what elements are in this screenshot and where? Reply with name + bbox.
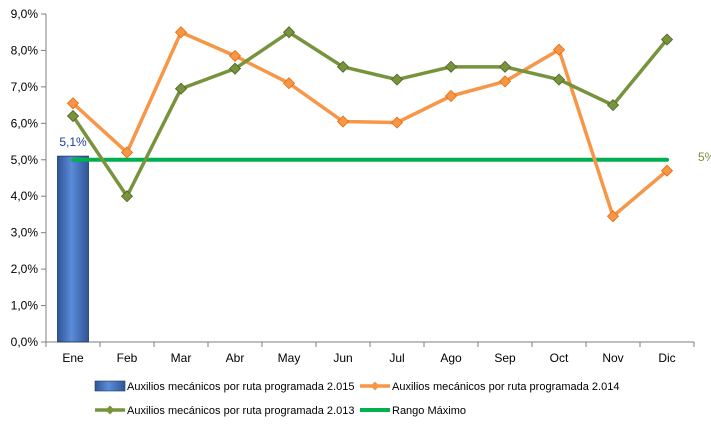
series-marker [552, 73, 566, 86]
reference-line-label: 5% [698, 150, 711, 164]
x-tick-label: Nov [602, 351, 623, 365]
y-tick-label: 7,0% [11, 80, 39, 94]
series-marker [390, 116, 404, 129]
series-marker [66, 97, 80, 110]
x-tick-label: Oct [550, 351, 569, 365]
series-marker [444, 89, 458, 103]
bar-data-label: 5,1% [59, 135, 87, 149]
series-marker [660, 33, 674, 46]
y-tick-label: 0,0% [11, 335, 39, 349]
x-tick-label: Abr [226, 351, 245, 365]
line-series-group [66, 26, 674, 223]
series-marker [444, 60, 458, 73]
series-marker [606, 210, 620, 223]
bar [57, 155, 89, 343]
y-tick-label: 5,0% [11, 153, 39, 167]
y-tick-label: 8,0% [11, 43, 39, 57]
axes-group: 0,0% 1,0% 2,0% 3,0% 4,0% 5,0% 6,0% 7,0% 8,0% 9,0%… [11, 7, 695, 365]
data-labels-group: 5,1% 5% [59, 135, 711, 164]
legend-label: Auxilios mecánicos por ruta programada 2… [392, 381, 619, 393]
y-tick-label: 6,0% [11, 116, 39, 130]
series-marker [336, 60, 350, 73]
bar-series-group [57, 155, 89, 343]
x-tick-label: Jun [333, 351, 352, 365]
x-tick-label: Jul [389, 351, 404, 365]
series-marker [120, 190, 134, 203]
series-marker [606, 99, 620, 112]
series-marker [228, 62, 242, 75]
x-tick-label: Dic [658, 351, 675, 365]
series-line [71, 30, 669, 198]
legend-label: Auxilios mecánicos por ruta programada 2… [127, 405, 354, 417]
series-marker [282, 77, 296, 90]
series-marker [336, 115, 350, 128]
legend: Auxilios mecánicos por ruta programada 2… [94, 380, 619, 417]
series-marker [390, 73, 404, 86]
x-tick-label: Feb [117, 351, 138, 365]
series-marker [174, 82, 188, 95]
y-tick-label: 2,0% [11, 262, 39, 276]
series-marker [120, 146, 134, 159]
y-tick-label: 3,0% [11, 226, 39, 240]
series-line [71, 30, 669, 219]
x-tick-label: Ago [440, 351, 462, 365]
legend-swatch [94, 380, 126, 392]
x-tick-label: Mar [171, 351, 192, 365]
y-tick-label: 9,0% [11, 7, 39, 21]
legend-label: Auxilios mecánicos por ruta programada 2… [127, 381, 354, 393]
x-tick-label: Sep [494, 351, 516, 365]
series-marker [66, 109, 80, 123]
x-tick-label: Ene [62, 351, 84, 365]
series-marker [552, 43, 566, 56]
legend-label: Rango Máximo [392, 405, 466, 417]
series-marker [282, 26, 296, 39]
series-marker [660, 164, 674, 177]
legend-marker [370, 381, 380, 391]
series-marker [228, 49, 242, 62]
series-marker [498, 75, 512, 88]
series-marker [174, 26, 188, 39]
series-marker [498, 60, 512, 73]
legend-marker [105, 405, 115, 415]
x-tick-label: May [278, 351, 301, 365]
y-tick-label: 4,0% [11, 189, 39, 203]
y-tick-label: 1,0% [11, 299, 39, 313]
